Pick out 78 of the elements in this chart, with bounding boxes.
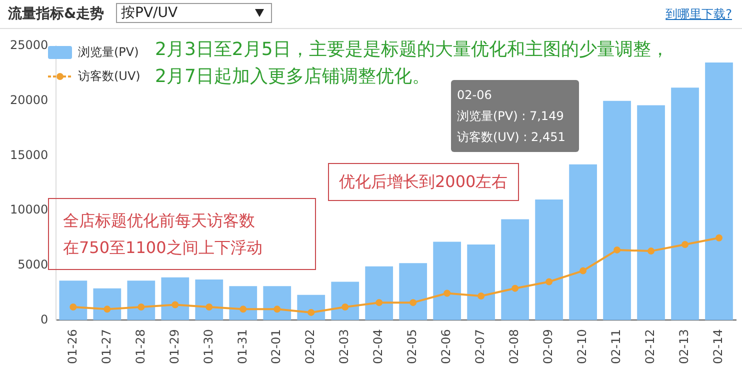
point: [648, 248, 655, 255]
x-tick-label: 02-05: [405, 329, 420, 364]
bar: [331, 282, 360, 320]
bar: [93, 288, 122, 320]
point: [70, 303, 77, 310]
x-tick-label: 01-31: [235, 329, 250, 364]
y-tick-label: 10000: [10, 202, 48, 217]
legend-label: 访客数(UV): [78, 68, 140, 85]
y-tick-label: 5000: [18, 257, 48, 272]
bar: [705, 62, 733, 320]
x-tick-label: 02-07: [473, 329, 488, 364]
annotation: 优化后增长到2000左右: [339, 172, 508, 191]
point: [342, 303, 349, 310]
point: [240, 306, 247, 313]
annotation: 在750至1100之间上下浮动: [63, 238, 262, 257]
bar: [569, 164, 597, 320]
bar: [535, 200, 563, 320]
point: [512, 284, 519, 292]
bar: [501, 219, 529, 320]
bar: [161, 277, 190, 320]
x-tick-label: 02-14: [711, 329, 726, 364]
x-tick-label: 02-11: [609, 329, 624, 364]
bar: [603, 100, 631, 320]
y-tick-label: 0: [40, 312, 48, 326]
x-tick-label: 01-27: [99, 329, 114, 364]
text: 按PV/UV: [121, 5, 178, 21]
point: [308, 308, 315, 316]
x-tick-label: 02-01: [269, 329, 284, 364]
bar: [671, 88, 699, 320]
x-tick-label: 02-13: [677, 329, 692, 364]
x-tick-label: 02-12: [643, 329, 658, 364]
annotation: 2月7日起加入更多店铺调整优化。: [155, 66, 430, 87]
annotation: 全店标题优化前每天访客数: [63, 211, 255, 230]
annotation: 浏览量(PV) : 7,149: [457, 109, 564, 123]
bar: [365, 266, 394, 320]
x-tick-label: 02-04: [371, 329, 386, 364]
bar: [127, 280, 156, 320]
annotation: 2月3日至2月5日，主要是是标题的大量优化和主图的少量调整，: [155, 39, 669, 60]
point: [138, 303, 145, 310]
bar: [263, 286, 292, 320]
y-tick-label: 15000: [10, 148, 48, 162]
point: [580, 267, 587, 274]
bar: [59, 280, 88, 320]
point: [478, 292, 485, 300]
point: [410, 299, 417, 306]
chart-title: 流量指标&走势: [8, 5, 104, 23]
x-tick-label: 02-09: [541, 329, 556, 364]
x-tick-label: 02-08: [507, 329, 522, 364]
x-tick-label: 01-28: [133, 329, 148, 364]
bar: [433, 242, 462, 320]
bar: [467, 244, 495, 320]
annotation: 访客数(UV) : 2,451: [457, 130, 566, 144]
point: [444, 290, 451, 297]
text: 到哪里下载?: [666, 7, 732, 21]
x-tick-label: 02-06: [439, 329, 454, 364]
annotation: 02-06: [457, 88, 492, 102]
bar: [229, 286, 258, 320]
point: [172, 301, 179, 308]
point: [682, 240, 689, 248]
point: [206, 303, 213, 310]
point: [716, 234, 723, 242]
legend-label: 浏览量(PV): [78, 44, 139, 61]
x-tick-label: 02-02: [303, 329, 318, 364]
y-tick-label: 20000: [10, 92, 48, 107]
y-tick-label: 25000: [10, 38, 48, 52]
point: [614, 246, 621, 254]
bar: [637, 105, 665, 320]
x-tick-label: 01-26: [65, 329, 80, 364]
x-tick-label: 02-03: [337, 329, 352, 364]
point: [104, 306, 111, 313]
x-tick-label: 02-10: [575, 329, 590, 364]
x-tick-label: 01-29: [167, 329, 182, 364]
point: [274, 306, 281, 313]
bar: [399, 263, 428, 320]
point: [546, 278, 553, 286]
point: [376, 299, 383, 306]
bar: [195, 280, 224, 320]
x-tick-label: 01-30: [201, 329, 216, 364]
